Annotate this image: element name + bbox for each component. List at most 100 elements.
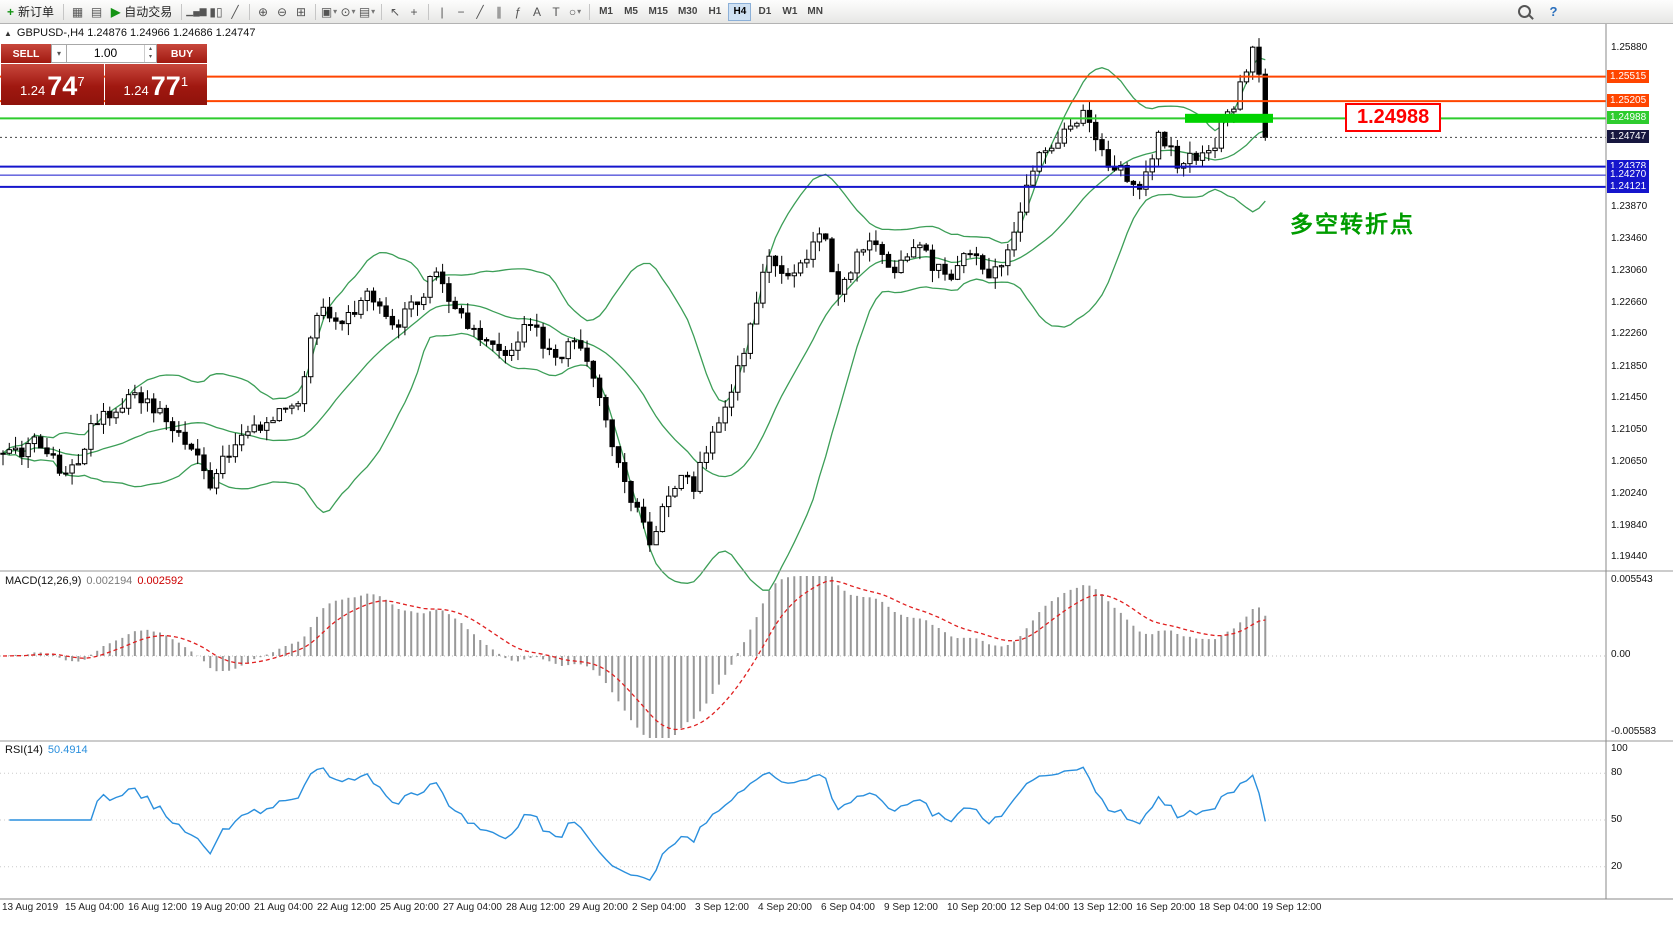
sell-price-prefix: 1.24	[19, 82, 46, 98]
toolbar: + 新订单 ▦ ▤ ▶ 自动交易 ▁▄▆ ▮▯ ╱ ⊕ ⊖ ⊞ ▣ ▾ ⊙ ▾ ▤ ▾…	[0, 0, 1673, 24]
tile-windows-button[interactable]: ⊞	[292, 2, 311, 22]
ohlc-header: GBPUSD-,H4 1.24876 1.24966 1.24686 1.247…	[16, 27, 256, 39]
chevron-down-icon: ▾	[56, 49, 61, 58]
volume-input[interactable]: 1.00 ▴ ▾	[67, 44, 157, 63]
channel-button[interactable]: ∥	[490, 2, 509, 22]
crosshair-button[interactable]: +	[405, 2, 424, 22]
timeframe-toolbar: M1 M5 M15 M30 H1 H4 D1 W1 MN	[594, 2, 828, 21]
autotrading-label: 自动交易	[124, 5, 173, 19]
timeframe-h1[interactable]: H1	[708, 6, 722, 17]
buy-label[interactable]: BUY	[157, 44, 207, 63]
new-order-label: 新订单	[18, 5, 55, 19]
buy-button[interactable]: 1.24 77 1	[104, 64, 207, 105]
toolbar-separator	[248, 3, 250, 20]
trend-line-button[interactable]: ╱	[471, 2, 490, 22]
timeframe-w1[interactable]: W1	[782, 6, 798, 17]
templates-icon: ▤	[358, 4, 371, 19]
rsi-value: 50.4914	[47, 744, 88, 756]
autotrading-button[interactable]: ▶ 自动交易	[106, 2, 177, 22]
panel-collapse-icon[interactable]: ▲	[4, 28, 12, 38]
help-icon: ?	[1549, 4, 1558, 19]
buy-price-sup: 1	[180, 74, 189, 89]
toolbar-separator	[427, 3, 429, 20]
rsi-name: RSI(14)	[5, 744, 43, 756]
sell-label[interactable]: SELL	[1, 44, 51, 63]
new-order-button[interactable]: + 新订单	[2, 2, 59, 22]
text-label-icon: T	[552, 4, 560, 19]
new-window-icon: ▣	[320, 4, 333, 19]
zoom-in-button[interactable]: ⊕	[254, 2, 273, 22]
stepper-down-icon: ▾	[148, 53, 152, 60]
stepper-up-icon: ▴	[148, 45, 152, 52]
fibonacci-button[interactable]: ƒ	[509, 2, 528, 22]
toolbar-separator	[588, 3, 590, 20]
volume-stepper[interactable]: ▴ ▾	[144, 45, 156, 62]
timeframe-d1[interactable]: D1	[758, 6, 772, 17]
horizontal-line-button[interactable]: −	[452, 2, 471, 22]
macd-value-main: 0.002194	[86, 575, 133, 587]
crosshair-icon: +	[410, 4, 418, 19]
buy-price-prefix: 1.24	[123, 82, 149, 98]
line-chart-icon: ╱	[231, 4, 239, 19]
toolbar-separator	[380, 3, 382, 20]
vertical-line-button[interactable]: |	[433, 2, 452, 22]
channel-icon: ∥	[496, 4, 503, 19]
chevron-down-icon: ▾	[577, 7, 582, 16]
chart-header: ▲ GBPUSD-,H4 1.24876 1.24966 1.24686 1.2…	[4, 27, 255, 39]
timeframe-mn[interactable]: MN	[807, 6, 823, 17]
toolbar-right-group: ?	[1515, 2, 1563, 22]
turning-point-annotation: 多空转折点	[1290, 211, 1415, 237]
search-icon	[1518, 5, 1531, 18]
zoom-out-button[interactable]: ⊖	[273, 2, 292, 22]
candle-chart-button[interactable]: ▮▯	[207, 2, 226, 22]
new-window-button[interactable]: ▣ ▾	[320, 2, 339, 22]
trend-line-icon: ╱	[476, 4, 484, 19]
shapes-button[interactable]: ○ ▾	[566, 2, 585, 22]
help-button[interactable]: ?	[1544, 2, 1563, 22]
charts-window-button[interactable]: ▦	[68, 2, 87, 22]
volume-value: 1.00	[93, 46, 118, 60]
line-chart-button[interactable]: ╱	[226, 2, 245, 22]
charts-window-icon: ▦	[71, 4, 84, 19]
cursor-button[interactable]: ↖	[386, 2, 405, 22]
macd-name: MACD(12,26,9)	[5, 575, 82, 587]
toolbar-separator	[314, 3, 316, 20]
bar-chart-icon: ▁▄▆	[186, 6, 207, 16]
price-callout: 1.24988	[1345, 103, 1442, 132]
macd-value-signal: 0.002592	[137, 575, 184, 587]
search-button[interactable]	[1515, 2, 1534, 22]
cursor-icon: ↖	[389, 4, 401, 19]
timeframe-m5[interactable]: M5	[624, 6, 638, 17]
timeframe-h4[interactable]: H4	[728, 2, 752, 21]
tile-windows-icon: ⊞	[295, 4, 307, 19]
one-click-trading-panel: SELL ▾ 1.00 ▴ ▾ BUY 1.24 74 7 1.24 77 1	[1, 44, 207, 105]
templates-button[interactable]: ▤ ▾	[358, 2, 377, 22]
period-button[interactable]: ⊙ ▾	[339, 2, 358, 22]
sell-price-big: 74	[47, 71, 78, 101]
sell-button[interactable]: 1.24 74 7	[1, 64, 104, 105]
sell-price-sup: 7	[77, 74, 85, 89]
clock-icon: ⊙	[340, 4, 351, 19]
chevron-down-icon: ▾	[333, 7, 338, 16]
horizontal-line-icon: −	[457, 4, 465, 19]
toolbar-separator	[63, 3, 65, 20]
volume-dropdown[interactable]: ▾	[51, 44, 67, 63]
profile-button[interactable]: ▤	[87, 2, 106, 22]
rsi-header: RSI(14) 50.4914	[5, 744, 88, 756]
chevron-down-icon: ▾	[371, 7, 376, 16]
shapes-icon: ○	[568, 4, 577, 19]
timeframe-m15[interactable]: M15	[648, 6, 668, 17]
fibonacci-icon: ƒ	[514, 4, 522, 19]
timeframe-m1[interactable]: M1	[599, 6, 613, 17]
vertical-line-icon: |	[440, 4, 444, 19]
text-button[interactable]: A	[528, 2, 547, 22]
autotrading-play-icon: ▶	[111, 4, 121, 19]
macd-header: MACD(12,26,9) 0.002194 0.002592	[5, 575, 183, 587]
timeframe-m30[interactable]: M30	[677, 6, 698, 17]
bar-chart-button[interactable]: ▁▄▆	[186, 2, 206, 22]
new-order-icon: +	[7, 4, 15, 19]
text-icon: A	[533, 4, 542, 19]
text-label-button[interactable]: T	[547, 2, 566, 22]
buy-price-big: 77	[150, 71, 181, 101]
